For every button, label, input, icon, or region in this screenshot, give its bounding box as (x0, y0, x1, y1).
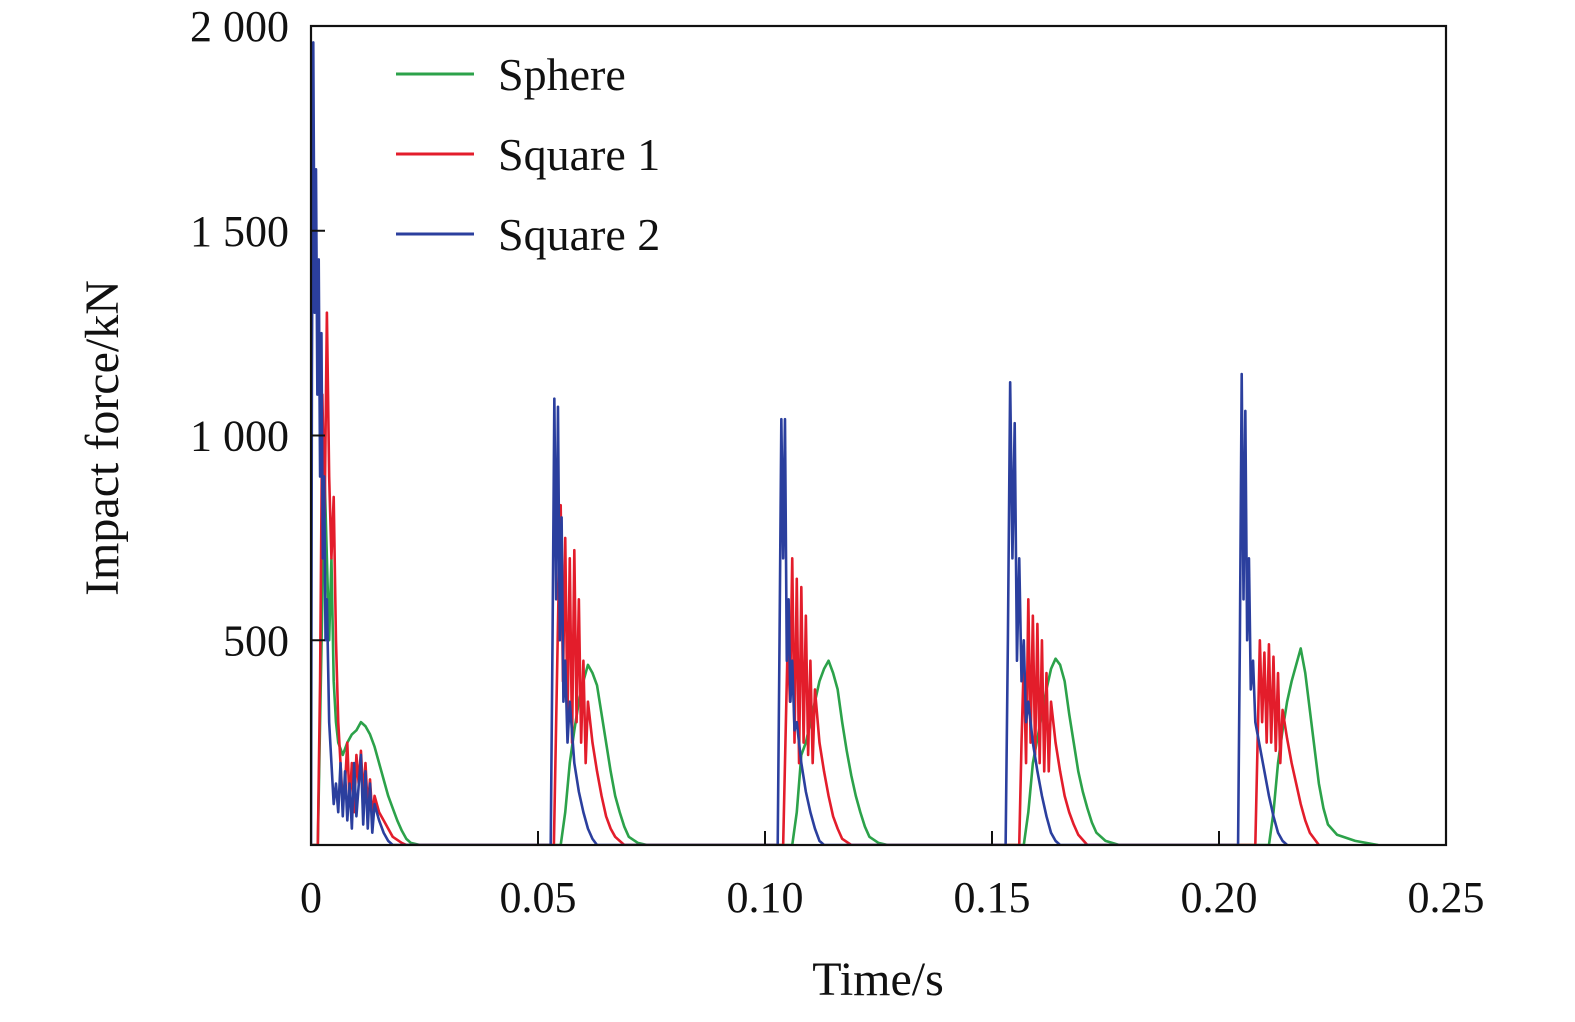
legend-label: Sphere (498, 49, 626, 100)
series-layer (311, 41, 1380, 845)
series-line-square-1 (311, 311, 1321, 845)
x-tick-label: 0 (300, 873, 322, 922)
y-tick-label: 1 000 (190, 412, 289, 461)
y-axis-title: Impact force/kN (76, 280, 129, 596)
legend-entry: Square 1 (396, 129, 660, 180)
x-tick-label: 0.05 (500, 873, 577, 922)
y-tick-label: 500 (223, 616, 289, 665)
x-tick-label: 0.25 (1408, 873, 1485, 922)
legend-entry: Square 2 (396, 209, 660, 260)
x-tick-label: 0.10 (727, 873, 804, 922)
axes-layer: 0 0.05 0.10 0.15 0.20 0.25 500 1 000 1 500 2 000 (190, 2, 1485, 922)
x-axis-title: Time/s (812, 953, 944, 1006)
y-tick-label: 1 500 (190, 207, 289, 256)
legend-label: Square 1 (498, 129, 660, 180)
x-tick-label: 0.20 (1181, 873, 1258, 922)
legend: Sphere Square 1 Square 2 (396, 49, 660, 260)
y-tick-label: 2 000 (190, 2, 289, 51)
legend-label: Square 2 (498, 209, 660, 260)
x-tick-label: 0.15 (954, 873, 1031, 922)
series-line-sphere (311, 475, 1380, 845)
legend-entry: Sphere (396, 49, 626, 100)
